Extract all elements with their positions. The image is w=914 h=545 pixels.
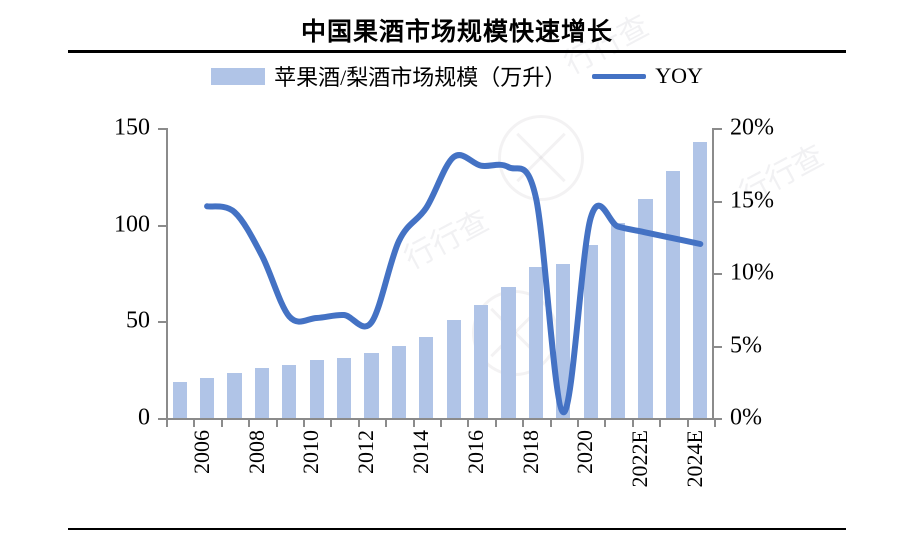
x-tick [166,418,168,427]
y-tick-label-right: 10% [730,259,774,286]
y-axis-left [166,128,168,419]
x-tick [549,418,552,427]
bar [610,222,626,418]
bar [556,264,571,418]
bar [501,286,516,418]
bar [282,364,297,418]
bar [583,244,598,418]
x-tick-label: 2008 [243,430,269,474]
page-title: 中国果酒市场规模快速增长 [300,19,613,46]
x-tick-label: 2024E [681,430,707,488]
x-tick [220,418,223,427]
yoy-line-series [204,152,704,416]
bar [172,382,187,418]
bar [254,367,269,418]
y-tick-right [714,345,722,348]
y-tick-left [158,418,166,420]
y-tick-label-left: 100 [114,211,150,238]
y-tick-right [714,418,722,420]
x-tick [467,418,470,427]
x-tick [303,418,305,427]
plot-area: 0 50 100 150 0% 5% 10% 15% 20% 2006 2008 2010 2012… [114,115,774,488]
divider-top [68,50,846,53]
x-tick-label: 2012 [353,430,379,474]
legend-line-label: YOY [655,63,703,88]
legend-item-line[interactable]: YOY [592,63,703,89]
x-tick [522,418,525,427]
x-tick-label: 2010 [298,430,324,474]
x-tick-label: 2018 [517,430,543,474]
x-tick [494,418,497,427]
bar [638,198,653,418]
bar [693,141,708,418]
y-tick-label-right: 0% [730,404,762,431]
divider-bottom [68,528,846,530]
x-tick-label: 2014 [407,430,433,474]
legend-item-bar[interactable]: 苹果酒/梨酒市场规模（万升） [211,60,566,92]
y-axis-right [712,128,714,419]
bar [227,372,242,418]
bar [473,304,489,418]
y-tick-right [714,273,722,275]
y-tick-label-left: 50 [126,307,150,334]
x-tick [357,418,360,427]
x-tick-label: 2016 [462,430,488,474]
y-tick-label-left: 150 [114,114,150,141]
bar [364,353,379,418]
bar [419,336,434,418]
x-tick [385,418,388,427]
x-tick-label: 2006 [188,430,214,474]
y-tick-label-right: 15% [730,187,774,213]
x-tick [193,418,196,427]
x-tick-label: 2022E [627,430,653,488]
bar [528,267,543,418]
x-tick [577,418,579,427]
yoy-line-path [204,152,704,416]
x-tick [659,418,662,427]
bar [665,170,680,418]
legend-bar-swatch-icon [211,67,266,85]
x-tick [248,418,251,427]
y-tick-right [714,128,722,130]
bar [199,378,215,418]
y-tick-label-left: 0 [138,404,150,431]
y-tick-left [158,128,166,130]
legend-line-swatch-icon [592,73,647,79]
y-tick-right [714,200,722,203]
bar [391,345,406,418]
x-tick [330,418,333,427]
x-tick [631,418,634,427]
x-tick [714,418,716,427]
x-tick [604,418,607,427]
x-tick [412,418,415,427]
bar [336,358,352,418]
bar [309,360,324,418]
legend-bar-label: 苹果酒/梨酒市场规模（万升） [274,65,567,90]
y-tick-left [158,321,166,324]
x-tick [440,418,442,427]
y-tick-left [158,224,166,227]
y-tick-label-right: 5% [730,332,762,358]
chart-legend: 苹果酒/梨酒市场规模（万升） YOY [0,60,914,92]
y-tick-label-right: 20% [730,114,774,141]
x-tick [275,418,278,427]
x-tick [686,418,689,427]
bar [446,320,461,418]
x-tick-label: 2020 [572,430,598,474]
